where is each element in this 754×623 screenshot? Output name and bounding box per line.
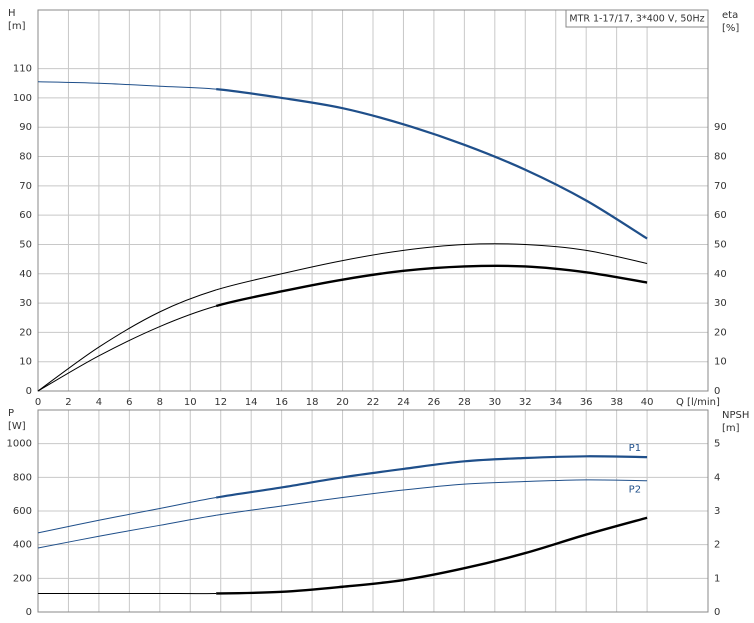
y2-tick-label: 10 [714,357,727,368]
y2-tick-label: 40 [714,269,727,280]
y2-tick-label: 2 [714,540,720,551]
x-tick-label: 10 [184,397,197,408]
curve [215,455,648,499]
x-tick-label: 32 [519,397,532,408]
y2-axis-label: [%] [722,23,739,34]
curve [37,81,217,90]
x-tick-label: 22 [367,397,380,408]
y2-tick-label: 50 [714,239,727,250]
x-tick-label: 4 [96,397,102,408]
curve [216,243,648,291]
y2-tick-label: 60 [714,210,727,221]
x-tick-label: 34 [549,397,562,408]
plot-frame [37,409,709,613]
curve [37,497,217,534]
y-axis-label: [m] [8,21,26,32]
x-tick-label: 40 [641,397,654,408]
x-tick-label: 28 [458,397,471,408]
y-tick-label: 90 [19,122,32,133]
y-tick-label: 0 [26,607,32,618]
y-axis-label: [W] [8,421,26,432]
chart-title: MTR 1-17/17, 3*400 V, 50Hz [569,14,704,25]
y-tick-label: 200 [13,573,32,584]
y2-tick-label: 70 [714,181,727,192]
y-tick-label: 60 [19,210,32,221]
y-tick-label: 50 [19,239,32,250]
curve [216,479,648,516]
x-tick-label: 8 [157,397,163,408]
x-tick-label: 0 [35,397,41,408]
y2-tick-label: 0 [714,386,720,397]
title-box [565,9,709,28]
x-tick-label: 2 [65,397,71,408]
y2-tick-label: 80 [714,152,727,163]
curve [37,514,217,549]
y2-tick-label: 3 [714,506,720,517]
y-tick-label: 40 [19,269,32,280]
series-label: P2 [629,485,641,496]
y-tick-label: 80 [19,152,32,163]
y-tick-label: 20 [19,327,32,338]
plot-frame [37,9,709,392]
x-tick-label: 26 [428,397,441,408]
x-tick-label: 6 [126,397,132,408]
y2-tick-label: 1 [714,573,720,584]
y2-tick-label: 30 [714,298,727,309]
y-tick-label: 800 [13,472,32,483]
curve [37,289,217,392]
y2-tick-label: 20 [714,327,727,338]
y-tick-label: 30 [19,298,32,309]
curve [216,516,648,595]
y-tick-label: 110 [13,64,32,75]
y2-axis-label: [m] [722,423,740,434]
y2-tick-label: 5 [714,439,720,450]
series-label: P1 [629,443,641,454]
x-tick-label: 30 [488,397,501,408]
curve [216,88,648,240]
y-tick-label: 10 [19,357,32,368]
y2-tick-label: 0 [714,607,720,618]
y-tick-label: 400 [13,540,32,551]
x-tick-label: 16 [275,397,288,408]
y2-axis-label: NPSH [722,410,749,421]
y-tick-label: 100 [13,93,32,104]
y-axis-label: P [8,408,14,419]
y-tick-label: 1000 [7,439,32,450]
y-tick-label: 0 [26,386,32,397]
x-tick-label: 36 [580,397,593,408]
x-tick-label: 14 [245,397,258,408]
y2-axis-label: eta [722,10,738,21]
x-tick-label: 12 [214,397,227,408]
y2-tick-label: 4 [714,472,720,483]
curve [37,305,217,392]
y-tick-label: 70 [19,181,32,192]
x-tick-label: 20 [336,397,349,408]
curve [215,264,648,308]
x-tick-label: 18 [306,397,319,408]
y-tick-label: 600 [13,506,32,517]
x-axis-label: Q [l/min] [676,397,720,408]
y2-tick-label: 90 [714,122,727,133]
x-tick-label: 38 [610,397,623,408]
y-axis-label: H [8,8,16,19]
x-tick-label: 24 [397,397,410,408]
